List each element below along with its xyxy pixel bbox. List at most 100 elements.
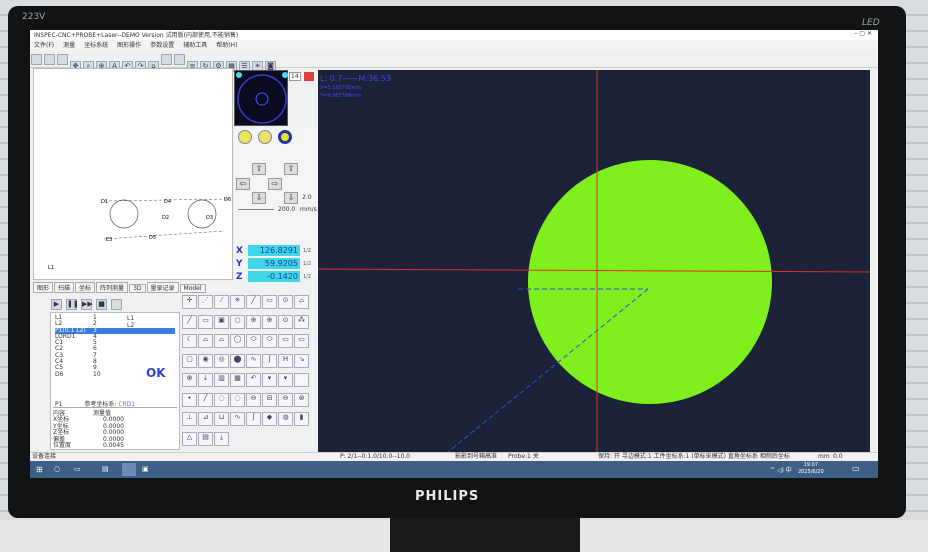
measure-tool-icon[interactable]: ⊕ [246, 314, 261, 329]
menu-tools[interactable]: 辅助工具 [183, 42, 208, 49]
measure-tool-icon[interactable]: ⊥ [182, 412, 197, 426]
measure-tool-icon[interactable]: ▭ [278, 334, 293, 348]
measure-tool-icon[interactable]: ▮ [294, 412, 309, 426]
measure-tool-icon[interactable]: ⊗ [294, 392, 309, 407]
app-taskbar-icon[interactable] [122, 463, 136, 476]
measure-tool-icon[interactable]: ▥ [214, 373, 229, 387]
menu-settings[interactable]: 参数设置 [150, 42, 175, 49]
light-ring-icon[interactable] [238, 130, 252, 144]
stop-icon[interactable]: ■ [96, 299, 107, 310]
menu-coords[interactable]: 坐标系统 [84, 42, 109, 49]
grid-icon[interactable] [161, 54, 172, 65]
measure-tool-icon[interactable]: ◍ [278, 412, 293, 426]
measure-tool-icon[interactable]: ⊖ [278, 392, 293, 407]
cad-drawing-area[interactable]: D1 D4 D2 D3 D5 D6 E3 L1 [33, 68, 233, 280]
measure-tool-icon[interactable]: ⌓ [198, 334, 213, 348]
measure-tool-icon[interactable]: ⤓ [214, 431, 229, 446]
measure-tool-icon[interactable]: ⊔ [214, 412, 229, 426]
task-view-icon[interactable]: ▭ [74, 465, 81, 473]
measure-tool-icon[interactable]: ✳ [230, 295, 245, 309]
speed-value[interactable]: 200.0 [278, 206, 296, 213]
feature-list-item[interactable]: LORD1 4 [55, 333, 175, 340]
measure-tool-icon[interactable]: ╱ [182, 314, 197, 329]
measure-tool-icon[interactable]: ⌓ [214, 334, 229, 348]
measure-tool-icon[interactable]: ∿ [246, 353, 261, 368]
step-value[interactable]: 2.0 [302, 194, 312, 201]
print-icon[interactable] [174, 54, 185, 65]
measure-tool-icon[interactable]: ▭ [294, 334, 309, 348]
measure-tool-icon[interactable]: H [278, 353, 293, 368]
measure-tool-icon[interactable]: ⁄ [214, 295, 229, 309]
tab-scan[interactable]: 扫描 [54, 282, 75, 293]
new-file-icon[interactable] [31, 54, 42, 65]
fast-forward-icon[interactable]: ▶▶ [81, 299, 93, 310]
measure-tool-icon[interactable]: ◌ [230, 392, 245, 407]
menu-graphics[interactable]: 图形操作 [117, 42, 142, 49]
measure-tool-icon[interactable] [294, 373, 309, 387]
light-bottom-icon[interactable] [278, 130, 292, 144]
measure-tool-icon[interactable]: △ [182, 431, 197, 446]
measure-tool-icon[interactable]: ⊕ [262, 314, 277, 329]
feature-list-item[interactable]: C5 9 [55, 365, 175, 372]
tab-graphics[interactable]: 图形 [33, 282, 54, 293]
feature-list-item[interactable]: C2 6 [55, 346, 175, 353]
camera-zoom-value[interactable]: 14 [289, 72, 301, 81]
feature-list-item[interactable]: L1 1 [55, 314, 175, 321]
z-half-button[interactable]: 1/2 [303, 273, 312, 280]
measure-tool-icon[interactable]: ▤ [198, 431, 213, 446]
measure-tool-icon[interactable]: ◆ [262, 412, 277, 426]
x-half-button[interactable]: 1/2 [303, 247, 312, 254]
feature-list-item[interactable]: C4 8 [55, 358, 175, 365]
app2-icon[interactable]: ▣ [142, 465, 149, 473]
z-up-button[interactable]: ⇧ [284, 163, 298, 175]
measure-tool-icon[interactable]: ⊟ [262, 392, 277, 407]
start-icon[interactable]: ⊞ [36, 465, 43, 474]
explorer-icon[interactable]: ▤ [102, 465, 109, 473]
measure-tool-icon[interactable]: ◎ [214, 353, 229, 368]
measure-tool-icon[interactable]: ⌓ [294, 295, 309, 309]
tab-model[interactable]: Model [179, 284, 206, 293]
tab-3d[interactable]: 3D [129, 284, 146, 293]
search-icon[interactable]: ○ [54, 465, 61, 473]
measure-tool-icon[interactable]: ○ [230, 314, 245, 329]
feature-list-item[interactable]: D6 10 [55, 371, 175, 378]
measure-tool-icon[interactable]: ⋰ [198, 295, 213, 309]
feature-list-item[interactable]: C3 7 [55, 352, 175, 359]
tray-icons[interactable]: ^ ◁) 中 [770, 467, 792, 474]
move-right-button[interactable]: ⇨ [268, 178, 282, 190]
measure-tool-icon[interactable]: ⊖ [246, 392, 261, 407]
measure-tool-icon[interactable]: ⁂ [294, 314, 309, 329]
measure-tool-icon[interactable]: ↘ [294, 353, 309, 368]
measure-tool-icon[interactable]: ╱ [198, 392, 213, 407]
measure-tool-icon[interactable]: ◯ [230, 334, 245, 348]
side-item[interactable]: L1 [127, 315, 135, 322]
measure-tool-icon[interactable]: • [182, 392, 197, 407]
measure-tool-icon[interactable]: ▭ [262, 295, 277, 309]
light-coaxial-icon[interactable] [258, 130, 272, 144]
measure-tool-icon[interactable]: ↶ [246, 373, 261, 387]
open-folder-icon[interactable] [44, 54, 55, 65]
measure-tool-icon[interactable]: ⊿ [198, 412, 213, 426]
feature-list-item[interactable]: P1(0.1 L2) 3 [55, 327, 175, 334]
feature-list[interactable]: L1 1 L2 2 P1(0.1 L2) 3 LORD1 4 C1 5 C2 6 C3 7 C4 8 C5 9 D6… [51, 313, 179, 380]
speed-slider[interactable] [238, 209, 274, 210]
measure-tool-icon[interactable]: ◉ [198, 353, 213, 368]
measure-tool-icon[interactable]: ⬤ [230, 353, 245, 368]
save-icon[interactable] [57, 54, 68, 65]
pause-icon[interactable]: ❚❚ [66, 299, 79, 310]
measure-tool-icon[interactable]: ⊙ [278, 314, 293, 329]
side-item[interactable]: L2 [127, 322, 135, 329]
measure-tool-icon[interactable]: ⬭ [262, 334, 277, 348]
measure-tool-icon[interactable]: ⬭ [246, 334, 261, 348]
measure-tool-icon[interactable]: ✛ [182, 295, 197, 309]
feature-list-item[interactable]: L2 2 [55, 320, 175, 327]
measure-tool-icon[interactable]: ▢ [182, 353, 197, 368]
notification-icon[interactable]: ▭ [852, 464, 860, 473]
menu-file[interactable]: 文件(F) [34, 42, 55, 49]
z-down-button[interactable]: ⇩ [284, 192, 298, 204]
camera-preview[interactable] [234, 70, 288, 126]
move-up-button[interactable]: ⇧ [252, 163, 266, 175]
move-down-button[interactable]: ⇩ [252, 192, 266, 204]
step-icon[interactable] [111, 299, 122, 310]
measure-tool-icon[interactable]: ⊙ [278, 295, 293, 309]
